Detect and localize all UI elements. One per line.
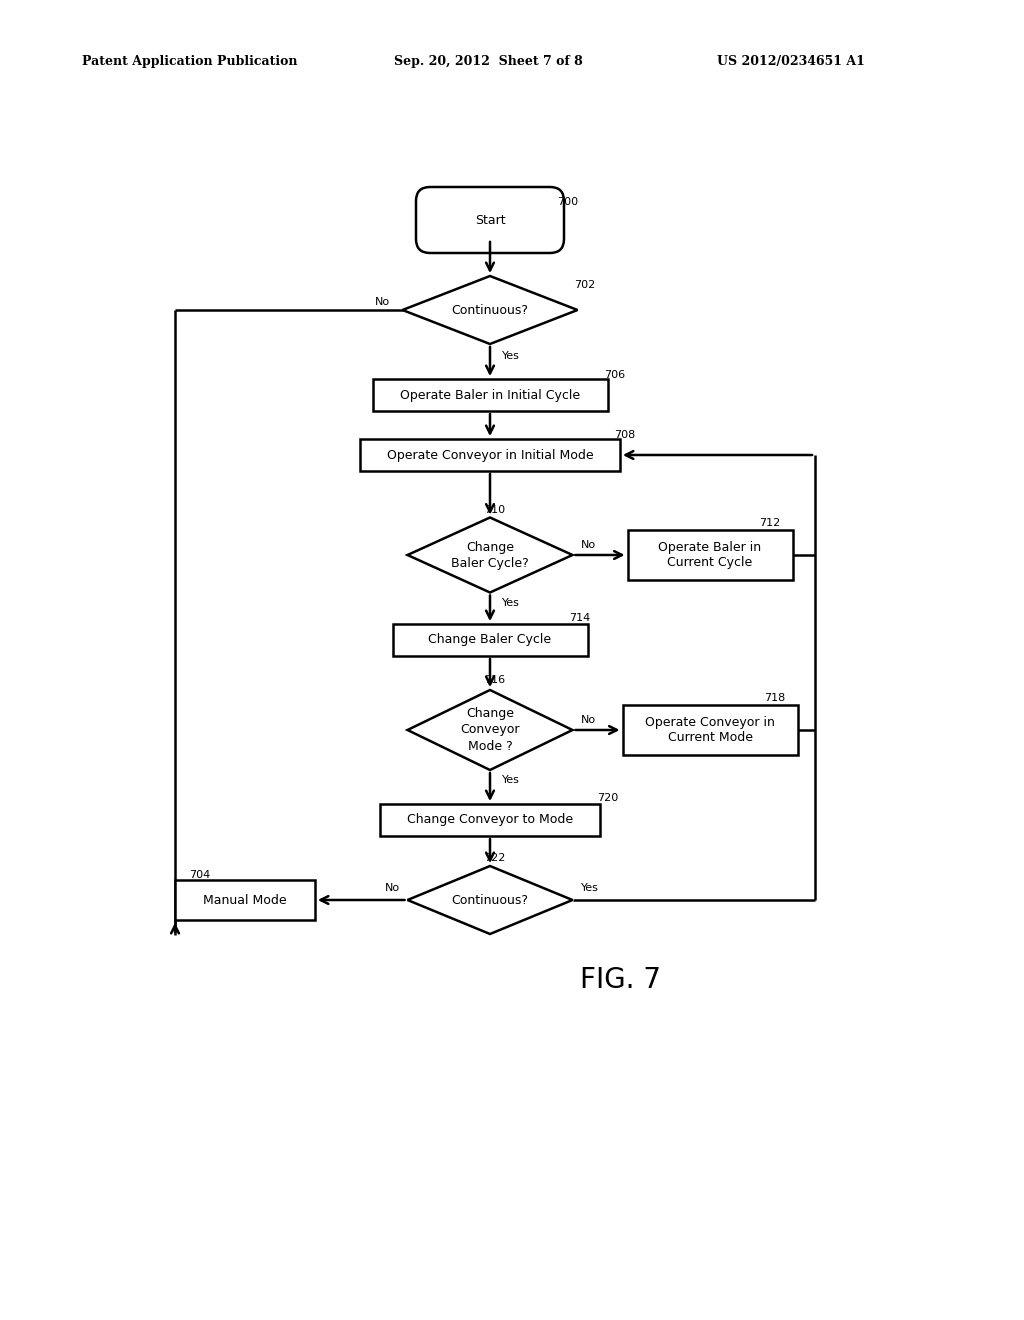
Polygon shape [402, 276, 578, 345]
Text: 716: 716 [484, 675, 506, 685]
Text: Change Baler Cycle: Change Baler Cycle [428, 634, 552, 647]
Bar [623, 705, 798, 755]
Text: 708: 708 [614, 430, 636, 440]
Text: Change Conveyor to Mode: Change Conveyor to Mode [407, 813, 573, 826]
Text: 710: 710 [484, 506, 506, 515]
Text: Start: Start [475, 214, 505, 227]
Text: Yes: Yes [502, 351, 520, 360]
Text: 712: 712 [760, 517, 780, 528]
Text: Operate Conveyor in
Current Mode: Operate Conveyor in Current Mode [645, 715, 775, 744]
Text: No: No [581, 540, 596, 550]
Bar [373, 379, 607, 411]
Text: 706: 706 [604, 370, 626, 380]
Text: Yes: Yes [502, 598, 520, 607]
Text: Manual Mode: Manual Mode [203, 894, 287, 907]
Text: Yes: Yes [581, 883, 598, 894]
Text: 704: 704 [189, 870, 211, 880]
Text: Continuous?: Continuous? [452, 894, 528, 907]
Text: 714: 714 [569, 612, 591, 623]
Text: Patent Application Publication: Patent Application Publication [82, 55, 297, 69]
Text: 718: 718 [764, 693, 785, 704]
Bar [628, 531, 793, 579]
Text: 722: 722 [484, 853, 506, 863]
Text: Change
Baler Cycle?: Change Baler Cycle? [452, 540, 528, 569]
Polygon shape [408, 517, 572, 593]
Text: 702: 702 [574, 280, 596, 290]
Text: Continuous?: Continuous? [452, 304, 528, 317]
Text: Operate Baler in Initial Cycle: Operate Baler in Initial Cycle [400, 388, 580, 401]
Text: Yes: Yes [502, 775, 520, 785]
Text: Sep. 20, 2012  Sheet 7 of 8: Sep. 20, 2012 Sheet 7 of 8 [394, 55, 583, 69]
Text: US 2012/0234651 A1: US 2012/0234651 A1 [717, 55, 864, 69]
Text: No: No [581, 715, 596, 725]
Polygon shape [408, 866, 572, 935]
Bar [360, 440, 620, 471]
Text: Operate Baler in
Current Cycle: Operate Baler in Current Cycle [658, 541, 762, 569]
Text: 720: 720 [597, 793, 618, 803]
Text: No: No [384, 883, 399, 894]
Bar [392, 624, 588, 656]
Text: Operate Conveyor in Initial Mode: Operate Conveyor in Initial Mode [387, 449, 593, 462]
Text: Change
Conveyor
Mode ?: Change Conveyor Mode ? [460, 708, 520, 752]
Polygon shape [408, 690, 572, 770]
Text: No: No [376, 297, 390, 308]
Bar [175, 880, 315, 920]
Text: FIG. 7: FIG. 7 [580, 966, 660, 994]
Text: 700: 700 [557, 197, 579, 207]
Bar [380, 804, 600, 836]
FancyBboxPatch shape [416, 187, 564, 253]
